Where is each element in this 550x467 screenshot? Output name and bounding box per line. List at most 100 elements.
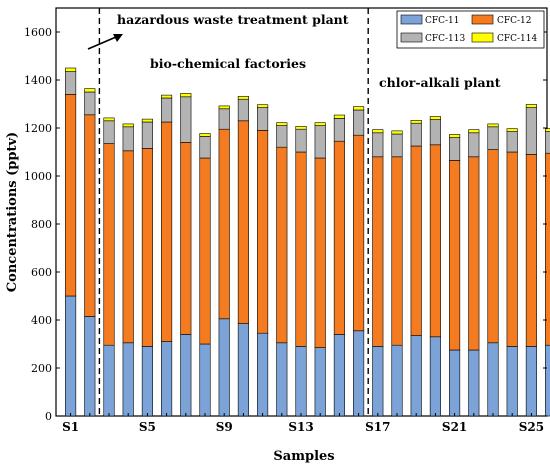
bar-segment-cfc-11	[545, 344, 550, 417]
legend-label-cfc-114: CFC-114	[497, 34, 538, 44]
bar-stack-s13	[295, 126, 307, 417]
legend-item-cfc-114: CFC-114	[471, 32, 538, 44]
bar-stack-s6	[161, 94, 173, 417]
bar-segment-cfc-11	[276, 342, 288, 417]
bar-segment-cfc-12	[391, 156, 403, 346]
bar-segment-cfc-11	[468, 349, 480, 417]
x-tick-label-s1: S1	[62, 420, 79, 434]
bar-segment-cfc-11	[141, 346, 153, 417]
bar-segment-cfc-113	[391, 133, 403, 158]
bar-segment-cfc-113	[525, 107, 537, 155]
x-tick-label-s9: S9	[216, 420, 233, 434]
y-tick-label: 0	[45, 410, 52, 423]
x-tick-label-s25: S25	[519, 420, 544, 434]
bar-segment-cfc-114	[276, 122, 288, 126]
bar-segment-cfc-11	[506, 346, 518, 417]
annotation-chlor-alkali: chlor-alkali plant	[379, 75, 501, 90]
bar-stack-s5	[141, 118, 153, 417]
bar-segment-cfc-114	[372, 129, 384, 134]
bar-segment-cfc-114	[103, 117, 115, 122]
annotation-bio-chemical: bio-chemical factories	[150, 56, 306, 71]
bar-segment-cfc-114	[161, 94, 173, 99]
bar-stack-s9	[218, 105, 230, 417]
bar-segment-cfc-11	[449, 349, 461, 417]
bar-segment-cfc-11	[122, 342, 134, 417]
legend-item-cfc-11: CFC-11	[400, 14, 460, 26]
bar-segment-cfc-113	[506, 131, 518, 153]
bar-segment-cfc-12	[314, 157, 326, 348]
bar-segment-cfc-12	[218, 128, 230, 320]
bar-segment-cfc-114	[180, 93, 192, 98]
bar-segment-cfc-12	[257, 130, 269, 334]
legend-label-cfc-11: CFC-11	[425, 16, 460, 26]
x-tick-label-s17: S17	[365, 420, 390, 434]
x-axis-title: Samples	[273, 449, 334, 464]
bar-stack-s24	[506, 128, 518, 417]
bar-segment-cfc-113	[199, 136, 211, 159]
legend-swatch-cfc-12	[471, 14, 494, 25]
bars-layer	[65, 67, 550, 417]
bar-segment-cfc-114	[218, 105, 230, 110]
bar-segment-cfc-114	[506, 128, 518, 132]
bar-segment-cfc-114	[122, 123, 134, 128]
bar-stack-s3	[103, 117, 115, 417]
bar-segment-cfc-114	[429, 116, 441, 120]
bar-segment-cfc-12	[545, 152, 550, 346]
legend-label-cfc-12: CFC-12	[497, 16, 532, 26]
bar-segment-cfc-11	[410, 335, 422, 417]
bar-segment-cfc-12	[65, 94, 77, 297]
bar-segment-cfc-12	[449, 160, 461, 351]
bar-stack-s7	[180, 93, 192, 417]
bar-segment-cfc-113	[333, 118, 345, 142]
y-tick-label: 1600	[24, 26, 52, 39]
legend-item-cfc-12: CFC-12	[471, 14, 532, 26]
bar-stack-s11	[257, 104, 269, 417]
bar-segment-cfc-114	[333, 114, 345, 119]
y-axis: 0 200 400 600 800 1000 1200 1400 1600	[24, 26, 547, 423]
bar-segment-cfc-11	[295, 346, 307, 417]
bar-stack-s14	[314, 122, 326, 417]
region-dividers	[98, 8, 369, 416]
x-tick-label-s21: S21	[442, 420, 467, 434]
bar-segment-cfc-113	[180, 96, 192, 143]
bar-segment-cfc-113	[468, 132, 480, 158]
bar-segment-cfc-11	[218, 318, 230, 417]
bar-segment-cfc-11	[391, 344, 403, 417]
bar-segment-cfc-113	[103, 120, 115, 144]
bar-segment-cfc-12	[429, 144, 441, 338]
bar-segment-cfc-12	[103, 143, 115, 346]
bar-segment-cfc-113	[141, 121, 153, 149]
bar-segment-cfc-12	[468, 156, 480, 351]
bar-stack-s8	[199, 133, 211, 417]
bar-segment-cfc-11	[333, 334, 345, 417]
bar-segment-cfc-113	[84, 91, 96, 116]
bar-segment-cfc-11	[257, 332, 269, 417]
bar-stack-s20	[429, 116, 441, 417]
bar-segment-cfc-11	[525, 346, 537, 417]
bar-stack-s16	[353, 106, 365, 417]
bar-segment-cfc-114	[199, 133, 211, 137]
bar-segment-cfc-11	[429, 336, 441, 417]
bar-segment-cfc-12	[161, 121, 173, 342]
y-tick-label: 400	[31, 314, 52, 327]
bar-segment-cfc-113	[410, 122, 422, 147]
bar-segment-cfc-12	[372, 156, 384, 347]
bar-segment-cfc-113	[257, 107, 269, 131]
bar-segment-cfc-114	[141, 118, 153, 123]
annotation-arrow-shaft	[87, 36, 117, 50]
bar-segment-cfc-114	[468, 129, 480, 134]
bar-stack-s25	[525, 104, 537, 417]
bar-segment-cfc-12	[237, 120, 249, 324]
bar-segment-cfc-113	[449, 137, 461, 161]
bar-segment-cfc-12	[295, 151, 307, 347]
bar-segment-cfc-11	[372, 346, 384, 417]
legend: CFC-11 CFC-12 CFC-113 CFC-114	[396, 10, 545, 49]
bar-segment-cfc-12	[506, 151, 518, 347]
y-tick-label: 600	[31, 266, 52, 279]
bar-segment-cfc-113	[295, 128, 307, 153]
legend-label-cfc-113: CFC-113	[425, 34, 466, 44]
bar-segment-cfc-113	[122, 126, 134, 152]
bar-segment-cfc-12	[199, 157, 211, 345]
bar-stack-s18	[391, 130, 403, 417]
